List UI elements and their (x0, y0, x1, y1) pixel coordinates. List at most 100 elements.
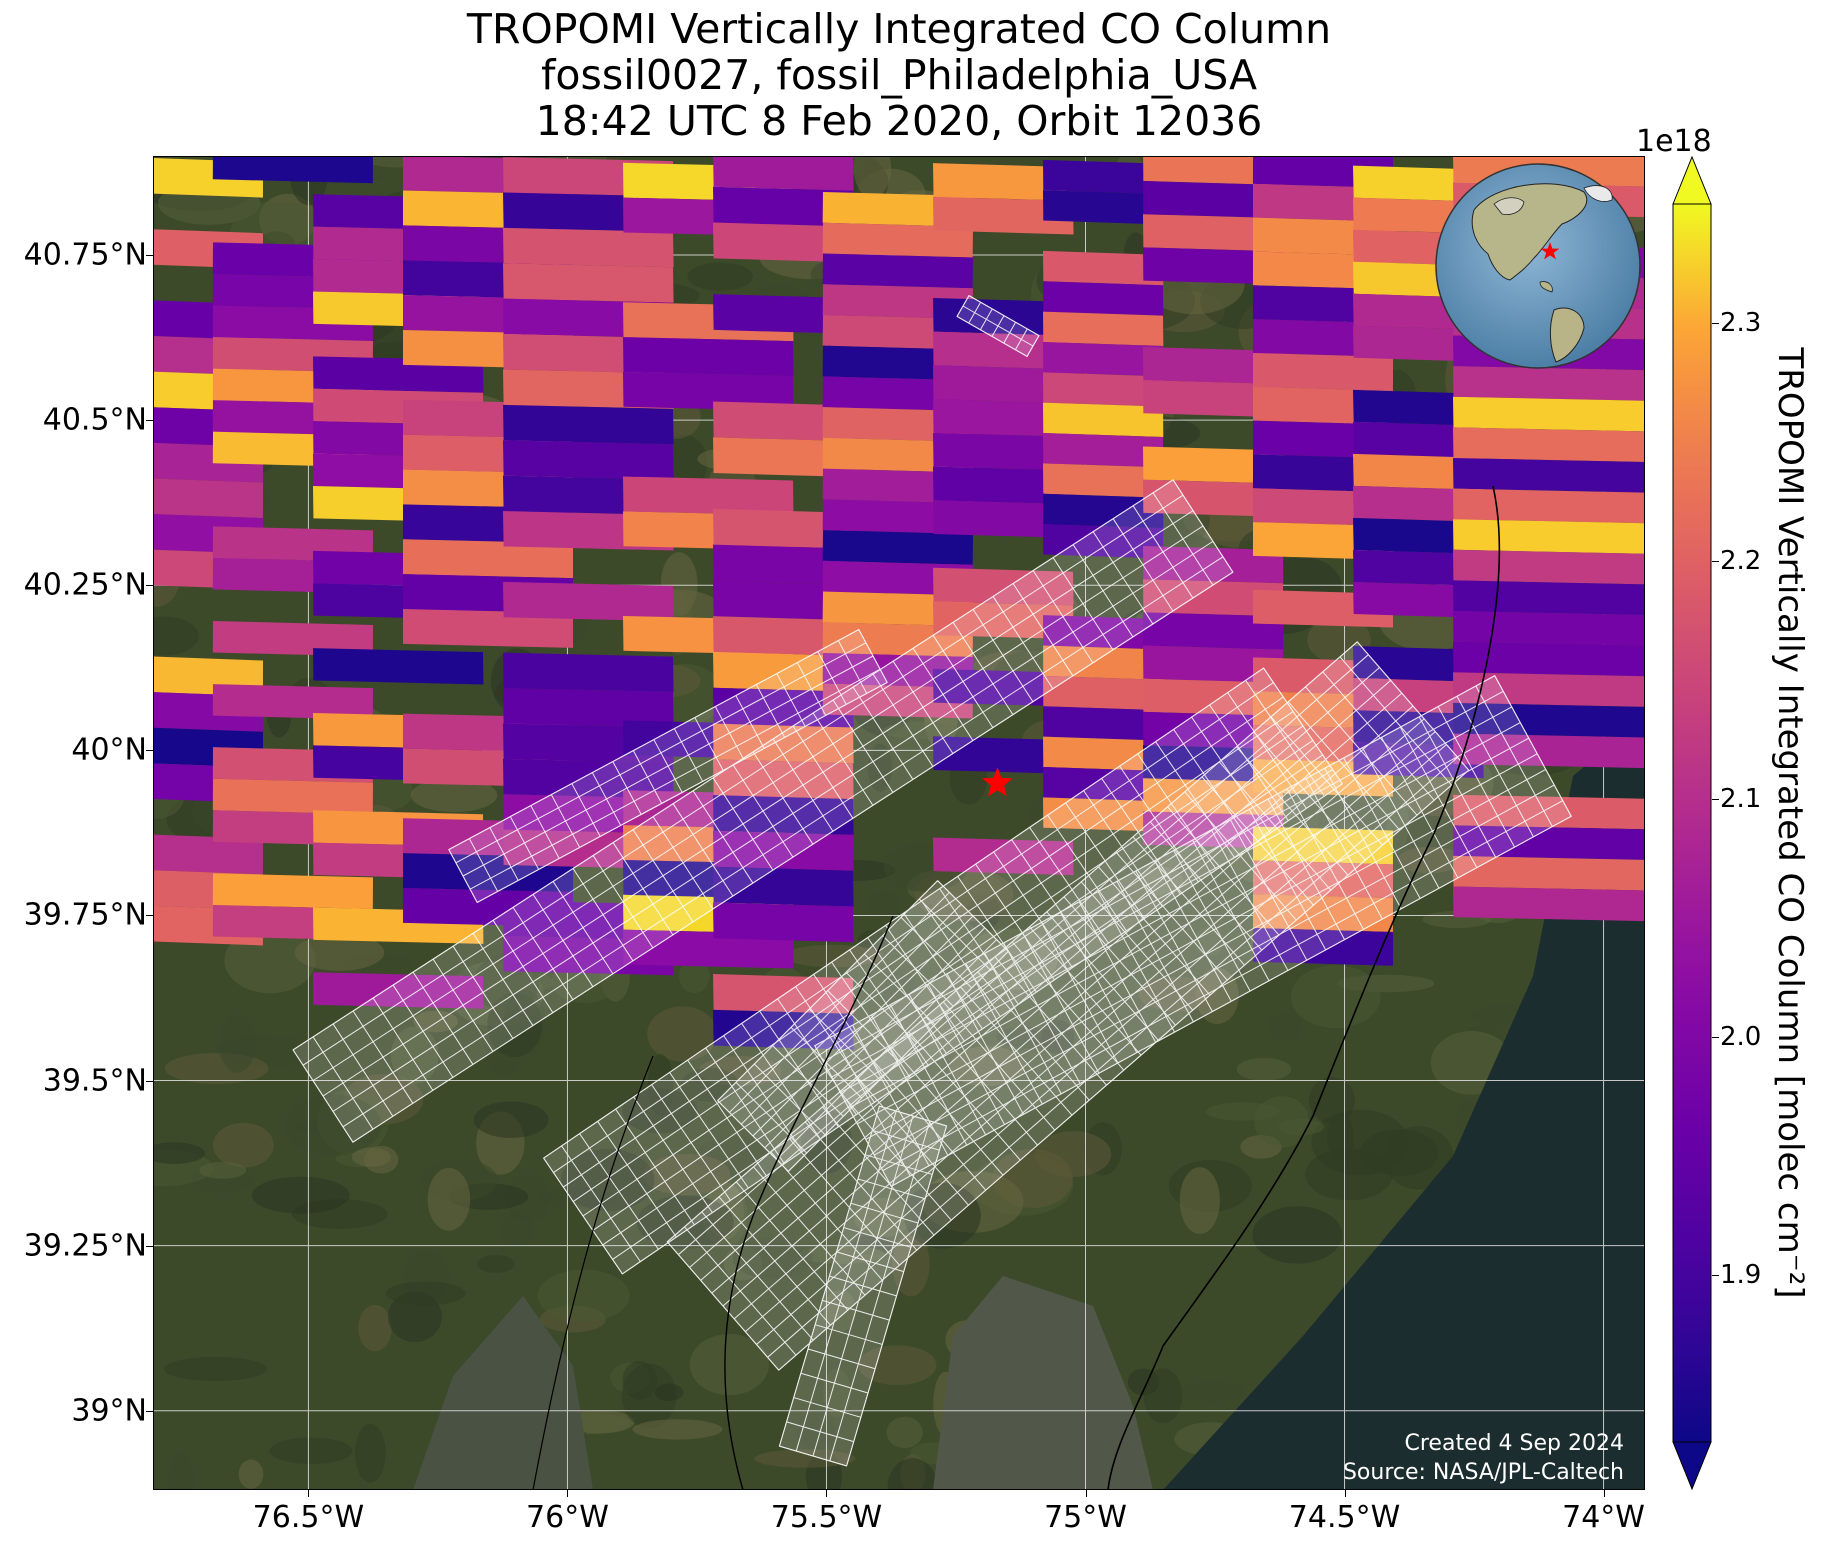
land-patch (949, 1046, 1026, 1087)
footprint-line (476, 681, 888, 903)
y-tick-label: 40°N (71, 732, 147, 768)
land-patch (1290, 965, 1381, 1029)
footprint-line (717, 880, 938, 1101)
co-pixel (1143, 745, 1284, 783)
land-patch (1205, 1102, 1280, 1121)
co-pixel (933, 399, 1074, 437)
co-pixel (623, 337, 794, 376)
co-pixel (1143, 546, 1284, 584)
co-pixel (212, 684, 373, 720)
co-pixel (713, 651, 854, 692)
y-tick-mark (146, 255, 153, 257)
footprint-line (455, 642, 867, 864)
co-pixel (1453, 611, 1645, 646)
footprint-line (857, 753, 1538, 1125)
land-patch (754, 1449, 856, 1468)
footprint-line (1173, 850, 1251, 992)
land-patch (1195, 967, 1239, 1025)
co-pixel (1043, 493, 1164, 529)
co-pixel (713, 156, 854, 191)
co-pixel (1252, 894, 1393, 932)
co-pixel (1453, 488, 1645, 524)
co-pixel (713, 508, 854, 549)
footprint-line (1418, 716, 1497, 858)
x-tick-mark (567, 1490, 569, 1497)
footprint-line (852, 1024, 930, 1166)
co-pixel (933, 432, 1074, 471)
footprint-line (740, 903, 962, 1125)
footprint-line (814, 1045, 892, 1187)
chesapeake-coast (532, 1055, 654, 1490)
land-patch (1397, 846, 1463, 874)
footprint-line (666, 641, 1358, 1243)
co-pixel (713, 437, 854, 478)
co-pixel (1143, 612, 1284, 650)
co-pixel (1453, 886, 1645, 922)
x-tick-mark (1603, 1490, 1605, 1497)
land-patch (1143, 1368, 1183, 1424)
footprint-line (729, 892, 950, 1113)
co-pixel (933, 365, 1074, 404)
footprint-line (965, 963, 1043, 1105)
footprint-line (1362, 747, 1440, 889)
footprint-line (1475, 685, 1553, 827)
co-pixel (713, 974, 854, 1014)
co-pixel (1043, 675, 1164, 711)
land-patch (687, 262, 753, 291)
land-patch (858, 1345, 937, 1386)
created-credit: Created 4 Sep 2024 (1404, 1431, 1625, 1456)
co-pixel (1453, 366, 1645, 401)
co-pixel (313, 972, 484, 1009)
land-patch (1179, 1167, 1220, 1235)
footprint-line (352, 571, 1234, 1143)
co-pixel (212, 873, 373, 909)
co-pixel (1453, 641, 1645, 677)
footprint-line (711, 692, 1403, 1294)
co-pixel (503, 652, 674, 693)
y-tick-mark (146, 915, 153, 917)
map-panel[interactable] (153, 156, 1645, 1490)
footprint-line (1305, 778, 1383, 920)
co-pixel (1043, 433, 1164, 468)
y-tick-label: 40.25°N (23, 567, 147, 603)
co-pixel (713, 544, 854, 585)
y-tick-mark (146, 750, 153, 752)
x-tick-label: 76°W (526, 1500, 609, 1535)
colorbar-tick-label: 2.3 (1720, 308, 1762, 339)
footprint-line (1399, 726, 1478, 868)
land-patch (537, 1269, 630, 1322)
co-pixel (1353, 485, 1484, 522)
footprint-line (543, 667, 1264, 1159)
y-tick-mark (146, 420, 153, 422)
co-pixel (503, 440, 674, 480)
land-patch (168, 1453, 195, 1490)
co-pixel (1143, 645, 1284, 683)
land-patch (213, 1122, 274, 1168)
land-patch (647, 1006, 718, 1062)
co-pixel (1353, 517, 1484, 554)
map-canvas (153, 156, 1645, 1490)
land-patch (427, 1167, 471, 1231)
land-patch (632, 1419, 723, 1440)
colorbar-tick-label: 1.9 (1720, 1260, 1762, 1291)
co-pixel (1143, 156, 1284, 186)
co-pixel (1043, 797, 1164, 832)
footprint-line (1059, 911, 1138, 1053)
globe-greenland (1583, 185, 1613, 202)
land-patch (355, 1423, 386, 1483)
footprint-line (1135, 870, 1213, 1012)
footprint-line (342, 556, 1224, 1128)
x-tick-label: 76.5°W (252, 1500, 365, 1535)
land-patch (622, 1088, 698, 1134)
land-patch (251, 1176, 350, 1214)
footprint-line (302, 494, 1184, 1066)
footprint-line (469, 668, 881, 890)
co-pixel (1353, 710, 1484, 747)
co-pixel (1453, 396, 1645, 432)
land-patch (294, 934, 385, 971)
footprint-line (1040, 922, 1119, 1064)
co-pixel (503, 404, 674, 445)
co-pixel (1043, 736, 1164, 771)
co-pixel (503, 263, 674, 303)
co-pixel (503, 227, 674, 268)
